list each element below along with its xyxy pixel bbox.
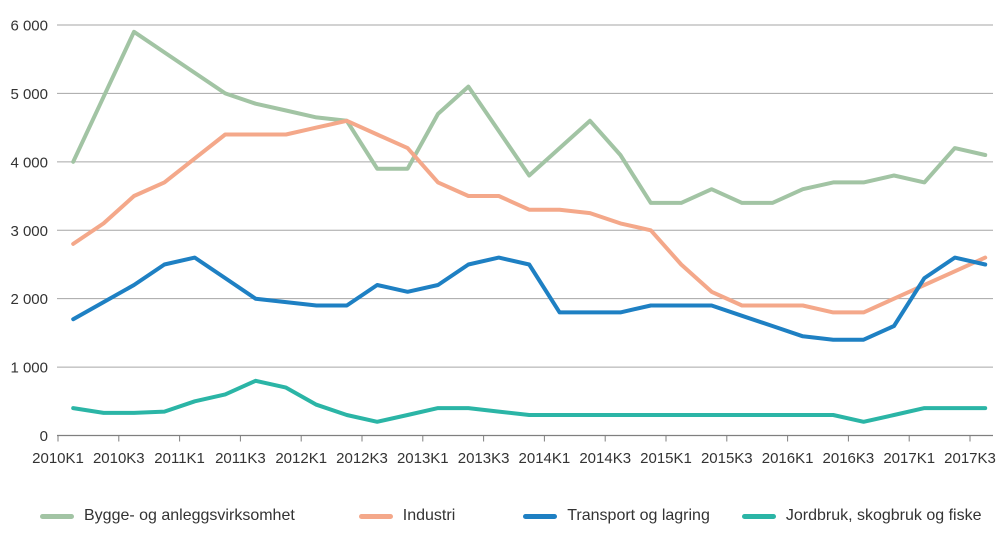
x-axis-label: 2012K1 — [275, 450, 327, 467]
legend-item-transport-og-lagring: Transport og lagring — [523, 507, 710, 525]
y-axis-label: 5 000 — [10, 86, 48, 103]
legend-label-transport-og-lagring: Transport og lagring — [567, 507, 710, 524]
legend: Bygge- og anleggsvirksomhet Industri Tra… — [0, 492, 1000, 540]
x-axis-label: 2014K3 — [579, 450, 631, 467]
legend-item-jordbruk-skogbruk-og-fiske: Jordbruk, skogbruk og fiske — [741, 507, 982, 525]
legend-swatch-bygge-og-anleggsvirksomhet — [40, 513, 74, 519]
x-axis-label: 2010K1 — [32, 450, 84, 467]
series-line-bygge-og-anleggsvirksomhet — [71, 29, 988, 205]
legend-swatch-jordbruk-skogbruk-og-fiske — [741, 513, 776, 519]
x-axis-label: 2016K3 — [823, 450, 875, 467]
x-axis-label: 2013K3 — [458, 450, 510, 467]
legend-label-bygge-og-anleggsvirksomhet: Bygge- og anleggsvirksomhet — [84, 507, 295, 524]
y-axis-label: 2 000 — [10, 291, 48, 308]
series-line-jordbruk-skogbruk-og-fiske — [71, 378, 988, 424]
legend-item-bygge-og-anleggsvirksomhet: Bygge- og anleggsvirksomhet — [40, 507, 295, 525]
y-axis-label: 3 000 — [10, 223, 48, 240]
x-axis-label: 2015K3 — [701, 450, 753, 467]
series-line-industri — [71, 118, 988, 315]
x-axis-label: 2013K1 — [397, 450, 449, 467]
legend-item-industri: Industri — [358, 507, 456, 525]
x-axis-label: 2015K1 — [640, 450, 692, 467]
legend-label-industri: Industri — [402, 507, 456, 524]
x-axis-label: 2010K3 — [93, 450, 145, 467]
x-axis-label: 2011K1 — [154, 450, 205, 467]
legend-swatch-industri — [358, 513, 393, 519]
series-line-transport-og-lagring — [71, 255, 988, 342]
x-axis-label: 2016K1 — [762, 450, 814, 467]
legend-swatch-transport-og-lagring — [523, 513, 558, 519]
legend-label-jordbruk-skogbruk-og-fiske: Jordbruk, skogbruk og fiske — [785, 507, 982, 524]
y-axis-label: 6 000 — [10, 18, 48, 35]
x-axis-label: 2017K3 — [944, 450, 996, 467]
x-axis-label: 2011K3 — [215, 450, 266, 467]
x-axis-label: 2017K1 — [883, 450, 935, 467]
y-axis-label: 4 000 — [10, 154, 48, 171]
x-axis-label: 2014K1 — [519, 450, 571, 467]
plot-area: 0 1 000 2 000 3 000 4 000 5 000 6 000 2010K1 201… — [10, 18, 996, 468]
y-axis-label: 1 000 — [10, 360, 48, 377]
x-axis-label: 2012K3 — [336, 450, 388, 467]
y-axis-label: 0 — [40, 428, 48, 445]
